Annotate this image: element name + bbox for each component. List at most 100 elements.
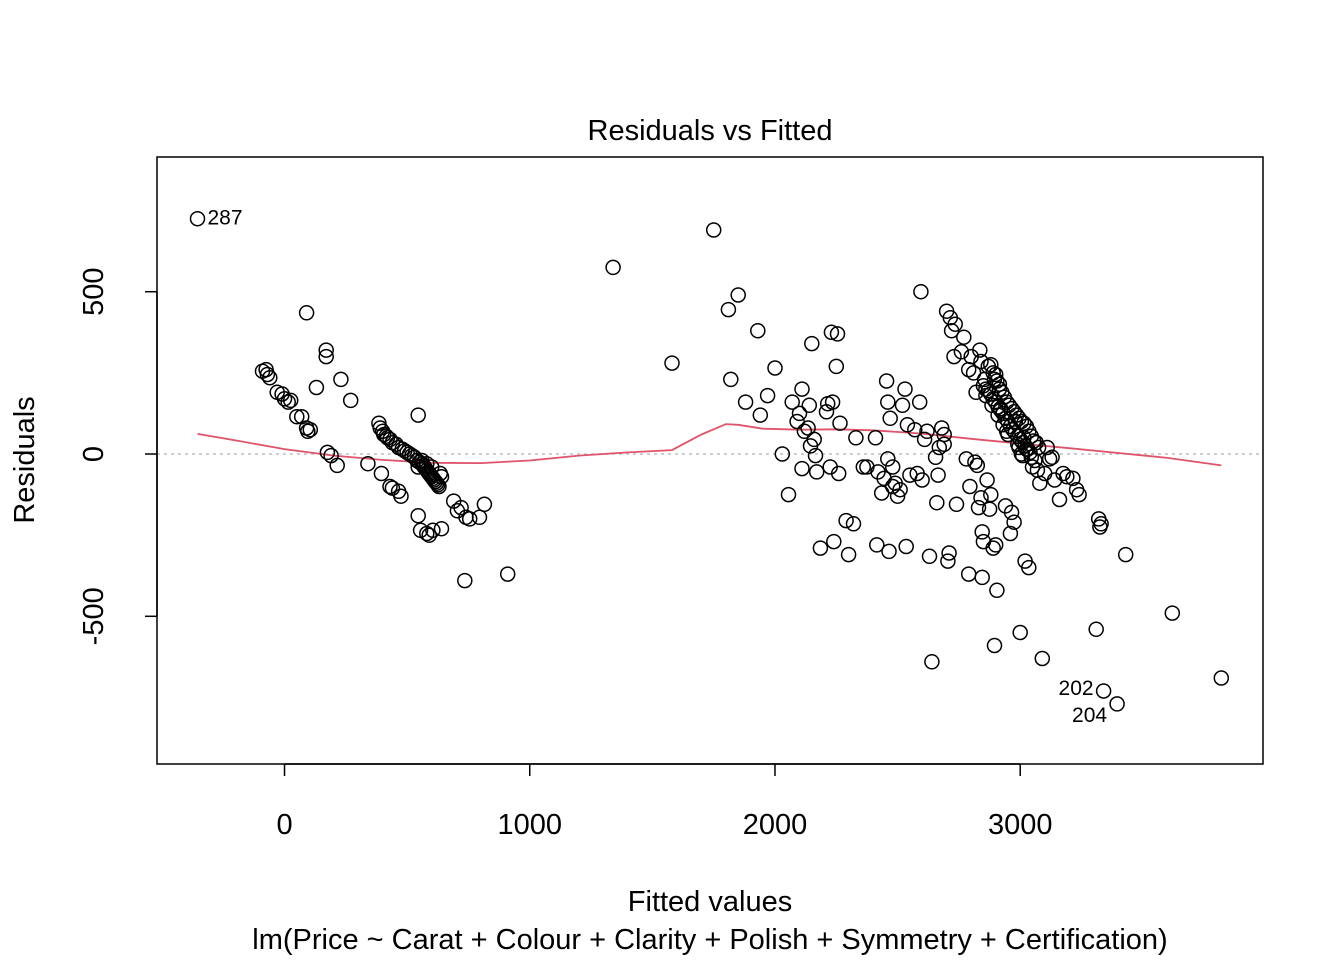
residual-point	[845, 516, 862, 532]
residual-point	[880, 394, 896, 410]
residual-point	[499, 566, 516, 582]
residual-point	[1065, 470, 1081, 487]
residual-point	[974, 524, 990, 540]
residual-point	[319, 444, 336, 461]
residual-point	[987, 537, 1004, 553]
residual-point	[894, 397, 911, 414]
residual-point	[421, 527, 437, 543]
residual-point	[453, 499, 469, 516]
residual-point	[419, 455, 435, 472]
x-axis: 0 1000 2000 3000	[276, 763, 1052, 841]
residual-point	[333, 371, 349, 388]
residual-point	[913, 283, 929, 300]
model-formula-subtitle: lm(Price ~ Carat + Colour + Clarity + Po…	[252, 924, 1167, 956]
residual-point	[898, 538, 914, 555]
residual-point	[838, 512, 854, 529]
residual-point	[289, 408, 305, 425]
residual-point	[829, 326, 846, 342]
residual-point	[972, 342, 988, 358]
residual-point	[425, 522, 441, 539]
residual-point	[962, 478, 978, 495]
chart-title: Residuals vs Fitted	[588, 115, 833, 147]
residual-point	[832, 415, 848, 431]
residual-point	[927, 449, 944, 466]
residual-point	[855, 459, 872, 475]
plot-frame	[156, 156, 1264, 765]
residual-point	[1021, 559, 1037, 576]
residual-point	[780, 486, 797, 503]
residual-point	[360, 455, 376, 472]
residual-point	[410, 507, 426, 524]
residual-point	[1003, 504, 1020, 521]
residual-point	[878, 373, 895, 389]
residual-point	[705, 222, 722, 238]
residual-point	[720, 301, 737, 318]
x-axis-label: Fitted values	[628, 886, 792, 918]
smoother-layer	[197, 423, 1222, 467]
residual-point	[929, 494, 945, 511]
residual-point	[985, 391, 1001, 407]
residual-point	[823, 324, 840, 341]
residual-point	[1117, 546, 1134, 563]
residual-point	[897, 381, 913, 397]
residual-point	[1093, 516, 1109, 532]
y-tick-label: 500	[78, 268, 110, 316]
residual-point	[960, 566, 977, 582]
residual-point	[1095, 683, 1112, 699]
y-axis: -500 0 500	[78, 268, 158, 645]
residual-point	[804, 335, 820, 352]
residual-point	[393, 488, 409, 504]
x-tick-label: 0	[276, 809, 292, 841]
residual-point	[461, 511, 478, 527]
residual-point	[300, 423, 316, 440]
residual-point	[989, 582, 1005, 599]
residual-point	[476, 496, 493, 513]
outlier-label-202: 202	[1059, 677, 1094, 700]
residual-point	[948, 496, 965, 513]
residual-point	[276, 391, 293, 407]
residual-point	[730, 287, 746, 303]
residual-point	[262, 369, 278, 386]
residual-point	[1041, 451, 1058, 467]
residual-point	[914, 472, 930, 488]
residual-point	[1024, 459, 1041, 475]
residual-point	[986, 637, 1003, 654]
residual-point	[907, 421, 923, 438]
residual-point	[892, 481, 908, 498]
residual-point	[940, 553, 956, 569]
residual-point	[431, 478, 447, 495]
residual-point	[848, 430, 864, 446]
residual-point	[960, 361, 977, 378]
residual-point	[767, 360, 783, 376]
residual-point	[978, 381, 994, 397]
residual-point	[947, 316, 963, 332]
residual-point	[881, 543, 897, 560]
residual-point	[329, 457, 345, 474]
residual-point	[812, 540, 829, 556]
residual-point	[1002, 525, 1019, 542]
residual-point	[936, 426, 952, 443]
residual-point	[828, 358, 845, 375]
residual-point	[911, 394, 928, 410]
residual-point	[979, 472, 995, 488]
residual-point	[1006, 514, 1022, 530]
residual-point	[189, 210, 206, 227]
residual-point	[794, 460, 810, 477]
residual-point	[750, 322, 766, 339]
residual-point	[302, 421, 319, 438]
residual-point	[931, 439, 948, 456]
residual-point	[830, 465, 847, 482]
residual-point	[997, 410, 1014, 427]
residual-point	[983, 356, 999, 373]
residual-point	[867, 430, 884, 446]
residual-point	[1088, 621, 1104, 638]
residual-point	[298, 305, 315, 321]
residual-point	[882, 410, 898, 427]
residual-point	[605, 259, 621, 276]
lowess-smoother-line	[197, 423, 1222, 467]
residual-point	[970, 499, 987, 516]
residual-point	[1055, 465, 1071, 482]
residual-point	[1059, 468, 1075, 485]
residual-point	[967, 454, 983, 470]
